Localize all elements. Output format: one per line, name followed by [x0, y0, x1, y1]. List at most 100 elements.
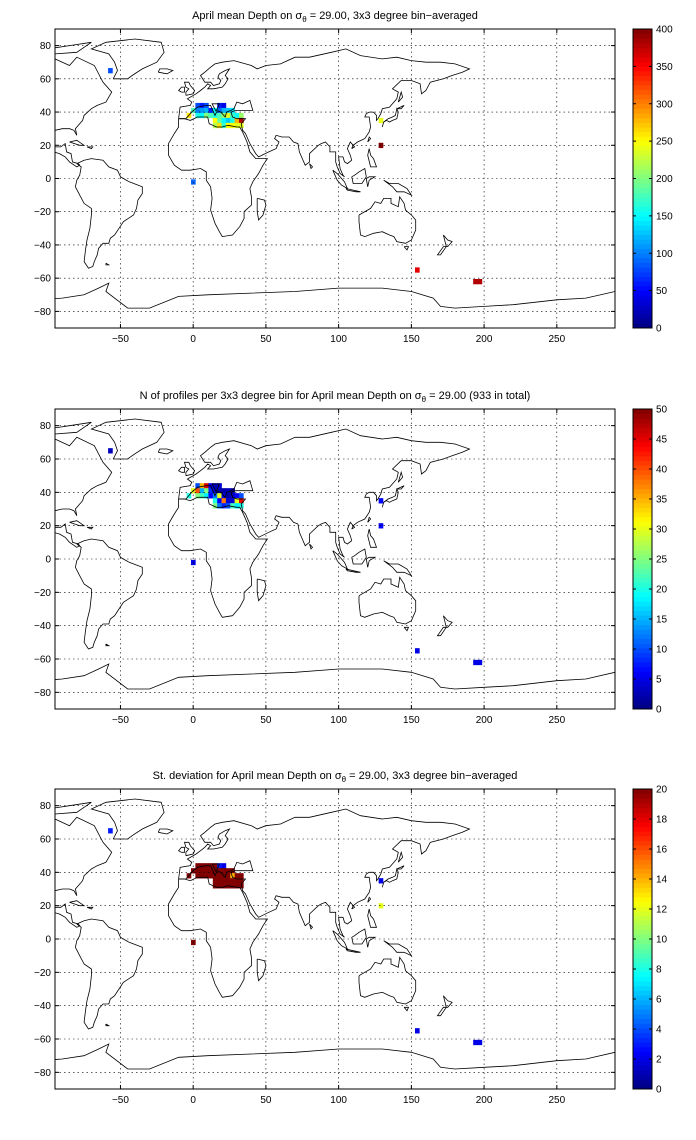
coastline [69, 520, 86, 527]
colorbar: 0 2 4 6 8 10 12 14 16 18 20 [632, 785, 668, 1096]
colorbar-segment [633, 455, 652, 461]
colorbar-segment [633, 657, 652, 663]
data-cell [230, 112, 235, 119]
colorbar-segment [633, 469, 652, 476]
colorbar-segment [633, 234, 652, 240]
data-cell [195, 112, 201, 119]
data-cell [195, 107, 201, 114]
coastline [365, 176, 377, 187]
coastline [436, 234, 453, 256]
data-cell [217, 483, 222, 489]
colorbar-segment [633, 488, 652, 494]
colorbar-segment [633, 526, 652, 532]
colorbar-tick-label: 10 [656, 645, 668, 656]
coastline [367, 516, 372, 523]
coastline [367, 148, 378, 168]
colorbar-tick-label: 50 [656, 286, 668, 297]
colorbar-segment [633, 75, 652, 81]
colorbar-segment [633, 821, 652, 827]
title-text: St. deviation for April mean Depth on σ [153, 770, 342, 782]
colorbar-segment [633, 66, 652, 72]
coastlines [55, 798, 615, 1070]
data-cell [230, 868, 235, 874]
colorbar-tick-label: 8 [656, 965, 662, 976]
colorbar-segment [633, 206, 652, 212]
colorbar-tick-label: 150 [656, 211, 673, 222]
coastline [55, 282, 615, 309]
colorbar-segment [633, 629, 652, 635]
colorbar-segment [633, 122, 652, 128]
colorbar-segment [633, 248, 652, 254]
coastline [383, 179, 413, 197]
colorbar-segment [633, 793, 652, 799]
coastline [105, 643, 111, 647]
colorbar-segment [633, 290, 652, 296]
data-cell [378, 903, 384, 909]
data-cell [225, 868, 231, 874]
colorbar-segment [633, 549, 652, 555]
colorbar-segment [633, 43, 652, 49]
title-subscript: θ [342, 775, 347, 784]
chart-mean-depth: April mean Depth on σθ = 29.00, 3x3 degr… [34, 10, 673, 345]
colorbar-segment [633, 516, 652, 522]
colorbar-segment [633, 47, 652, 53]
y-tick-label: −20 [34, 207, 51, 218]
colorbar-segment [633, 313, 652, 320]
title-text: N of profiles per 3x3 degree bin for Apr… [140, 390, 422, 402]
colorbar-tick-label: 0 [656, 324, 662, 335]
colorbar-segment [633, 990, 652, 996]
colorbar-segment [633, 1046, 652, 1052]
chart-std-deviation: St. deviation for April mean Depth on σθ… [34, 770, 668, 1106]
data-cell [217, 102, 222, 109]
data-cell [195, 488, 201, 494]
colorbar-segment [633, 934, 652, 940]
colorbar-tick-label: 20 [656, 785, 668, 796]
data-cell [221, 498, 227, 504]
data-cell [199, 112, 205, 119]
coastline [55, 41, 92, 55]
colorbar-segment [633, 676, 652, 682]
colorbar-segment [633, 605, 652, 611]
data-cell [221, 863, 227, 869]
colorbar-segment [633, 573, 652, 579]
y-tick-label: 80 [40, 41, 52, 52]
data-cell [378, 523, 384, 529]
coastline [157, 448, 174, 455]
coastline [177, 466, 185, 473]
coastline [365, 936, 377, 948]
data-cell [234, 493, 240, 499]
data-cell [234, 117, 240, 124]
colorbar-segment [633, 229, 652, 235]
colorbar-segment [633, 535, 652, 541]
coastline [256, 958, 267, 982]
data-cell [217, 493, 222, 499]
data-cell [473, 659, 478, 666]
colorbar-segment [633, 568, 652, 574]
colorbar-segment [633, 323, 652, 329]
colorbar-segment [633, 671, 652, 677]
coastline [157, 68, 174, 75]
data-cell [225, 117, 231, 124]
colorbar-tick-label: 6 [656, 995, 662, 1006]
y-tick-label: −40 [34, 1001, 51, 1012]
coastline [74, 538, 143, 650]
title-rest: = 29.00 (933 in total) [426, 390, 530, 402]
colorbar-segment [633, 699, 652, 705]
colorbar-segment [633, 276, 652, 282]
coastline [86, 906, 94, 910]
coastline [351, 548, 367, 565]
data-cell [221, 122, 227, 129]
y-tick-label: −80 [34, 688, 51, 699]
data-cell [195, 102, 201, 109]
coastline [183, 81, 196, 96]
colorbar-segment [633, 530, 652, 536]
colorbar-segment [633, 474, 652, 480]
data-cell [230, 117, 235, 124]
data-cell [239, 498, 244, 504]
data-cell [415, 267, 420, 273]
colorbar-segment [633, 285, 652, 292]
data-cell [477, 278, 483, 285]
data-cell [204, 873, 209, 879]
colorbar-segment [633, 512, 652, 518]
y-tick-label: 0 [45, 174, 51, 185]
